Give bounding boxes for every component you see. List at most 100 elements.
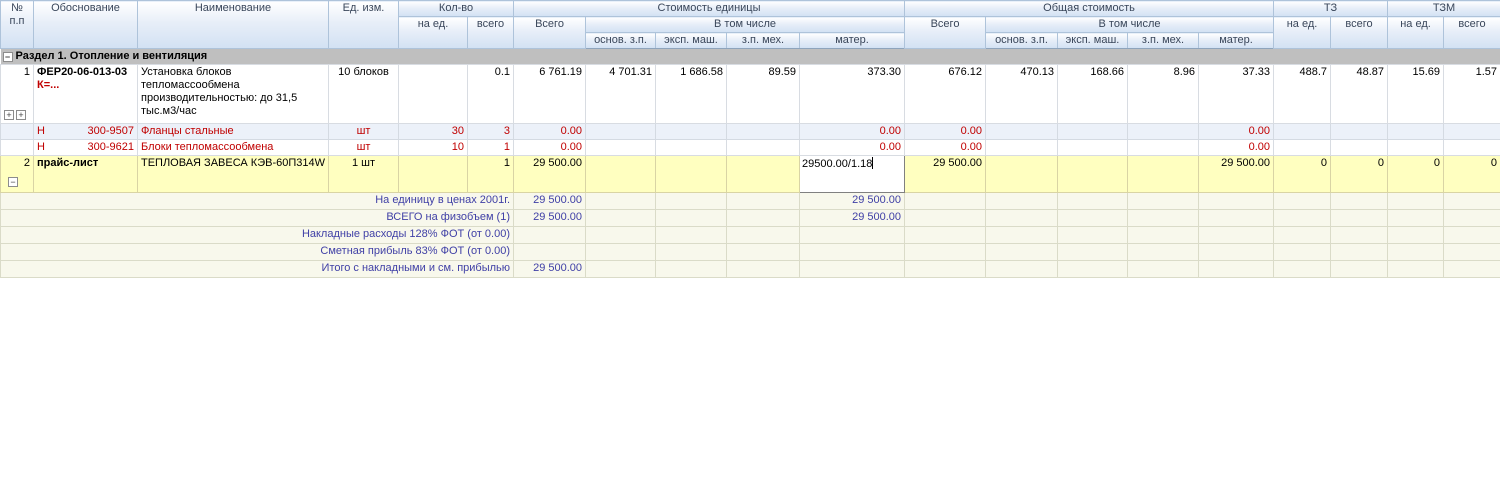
cell-tz-per-unit[interactable]: 488.7 — [1273, 64, 1332, 124]
cell-unit-total[interactable]: 29 500.00 — [513, 260, 587, 278]
cell-tz-per-unit[interactable] — [1273, 260, 1332, 278]
cell-overall-materials[interactable]: 37.33 — [1198, 64, 1275, 124]
cell-overall-machine[interactable] — [1057, 155, 1129, 193]
cell-overall-mech-wage[interactable] — [1127, 260, 1200, 278]
cell-unit-base-wage[interactable] — [585, 123, 657, 140]
cell-overall-total[interactable]: 0.00 — [904, 139, 987, 156]
collapse-icon[interactable]: − — [8, 177, 18, 187]
summary-row[interactable]: Накладные расходы 128% ФОТ (от 0.00) — [0, 226, 1500, 244]
cell-tzm-total[interactable] — [1443, 226, 1500, 244]
cell-overall-machine[interactable] — [1057, 139, 1129, 156]
cell-qty-per-unit[interactable] — [398, 64, 468, 124]
cell-tz-per-unit[interactable] — [1273, 209, 1332, 227]
cell-overall-mech-wage[interactable] — [1127, 243, 1200, 261]
cell-unit-total[interactable] — [513, 226, 587, 244]
cell-tzm-per-unit[interactable] — [1387, 260, 1445, 278]
cell-unit-mech-wage[interactable] — [726, 243, 801, 261]
cell-unit[interactable]: 10 блоков — [328, 64, 399, 124]
cell-tz-total[interactable] — [1330, 139, 1389, 156]
item-row-2-selected[interactable]: 2 − прайс-лист ТЕПЛОВАЯ ЗАВЕСА КЭВ-60П31… — [0, 155, 1500, 193]
cell-unit-materials[interactable]: 373.30 — [799, 64, 906, 124]
cell-unit-machine[interactable] — [655, 192, 728, 210]
cell-unit[interactable]: шт — [328, 123, 399, 140]
cell-overall-total[interactable]: 29 500.00 — [904, 155, 987, 193]
cell-row-number[interactable]: 2 − — [0, 155, 34, 193]
cell-unit-mech-wage[interactable] — [726, 209, 801, 227]
cell-unit-total[interactable]: 0.00 — [513, 139, 587, 156]
cell-overall-materials[interactable] — [1198, 260, 1275, 278]
cell-name[interactable]: Фланцы стальные — [137, 123, 329, 140]
cell-overall-machine[interactable] — [1057, 243, 1129, 261]
cell-unit-total[interactable]: 0.00 — [513, 123, 587, 140]
cell-overall-base-wage[interactable] — [985, 260, 1059, 278]
item-row-1[interactable]: 1 + + ФЕР20-06-013-03 К=... Установка бл… — [0, 64, 1500, 124]
cell-tz-total[interactable] — [1330, 226, 1389, 244]
cell-tz-total[interactable] — [1330, 123, 1389, 140]
cell-unit[interactable]: 1 шт — [328, 155, 399, 193]
resource-row-1[interactable]: Н 300-9507 Фланцы стальные шт 30 3 0.00 … — [0, 123, 1500, 140]
cell-overall-total[interactable]: 0.00 — [904, 123, 987, 140]
cell-tzm-per-unit[interactable] — [1387, 226, 1445, 244]
cell-tzm-per-unit[interactable] — [1387, 209, 1445, 227]
cell-tz-per-unit[interactable] — [1273, 139, 1332, 156]
cell-overall-machine[interactable] — [1057, 260, 1129, 278]
cell-tzm-per-unit[interactable] — [1387, 139, 1445, 156]
cell-overall-total[interactable] — [904, 226, 987, 244]
cell-unit-machine[interactable] — [655, 260, 728, 278]
expand-icon[interactable]: + — [4, 110, 14, 120]
cell-tzm-per-unit[interactable]: 0 — [1387, 155, 1445, 193]
cell-overall-base-wage[interactable] — [985, 209, 1059, 227]
cell-tzm-total[interactable] — [1443, 139, 1500, 156]
cell-name[interactable]: Блоки тепломассообмена — [137, 139, 329, 156]
cell-unit-base-wage[interactable] — [585, 260, 657, 278]
cell-tz-per-unit[interactable] — [1273, 192, 1332, 210]
cell-tzm-total[interactable] — [1443, 260, 1500, 278]
cell-overall-machine[interactable] — [1057, 209, 1129, 227]
cell-overall-mech-wage[interactable]: 8.96 — [1127, 64, 1200, 124]
cell-qty-total[interactable]: 1 — [466, 155, 515, 193]
cell-qty-total[interactable]: 0.1 — [466, 64, 515, 124]
cell-overall-materials[interactable] — [1198, 192, 1275, 210]
cell-unit-total[interactable]: 29 500.00 — [513, 209, 587, 227]
cell-overall-total[interactable]: 676.12 — [904, 64, 987, 124]
cell-overall-machine[interactable]: 168.66 — [1057, 64, 1129, 124]
cell-tzm-total[interactable] — [1443, 243, 1500, 261]
summary-row-total[interactable]: Итого с накладными и см. прибылью 29 500… — [0, 260, 1500, 278]
cell-tz-total[interactable] — [1330, 260, 1389, 278]
resource-row-2[interactable]: Н 300-9621 Блоки тепломассообмена шт 10 … — [0, 139, 1500, 156]
cell-unit-mech-wage[interactable]: 89.59 — [726, 64, 801, 124]
cell-overall-mech-wage[interactable] — [1127, 209, 1200, 227]
summary-row[interactable]: На единицу в ценах 2001г. 29 500.00 29 5… — [0, 192, 1500, 210]
cell-overall-base-wage[interactable] — [985, 155, 1059, 193]
cell-overall-base-wage[interactable] — [985, 139, 1059, 156]
materials-edit-cell[interactable]: 29500.00/1.18 — [799, 155, 906, 193]
cell-unit-base-wage[interactable] — [585, 243, 657, 261]
cell-tz-total[interactable]: 0 — [1330, 155, 1389, 193]
cell-overall-materials[interactable]: 29 500.00 — [1198, 155, 1275, 193]
cell-overall-materials[interactable]: 0.00 — [1198, 139, 1275, 156]
cell-overall-total[interactable] — [904, 260, 987, 278]
cell-unit[interactable]: шт — [328, 139, 399, 156]
cell-tz-per-unit[interactable] — [1273, 226, 1332, 244]
cell-tzm-per-unit[interactable] — [1387, 192, 1445, 210]
cell-tz-total[interactable] — [1330, 243, 1389, 261]
cell-qty-per-unit[interactable] — [398, 155, 468, 193]
cell-overall-base-wage[interactable] — [985, 192, 1059, 210]
cell-unit-machine[interactable] — [655, 123, 728, 140]
cell-overall-materials[interactable]: 0.00 — [1198, 123, 1275, 140]
cell-tz-total[interactable] — [1330, 192, 1389, 210]
cell-overall-machine[interactable] — [1057, 226, 1129, 244]
cell-unit-base-wage[interactable] — [585, 139, 657, 156]
cell-unit-base-wage[interactable] — [585, 226, 657, 244]
cell-unit-base-wage[interactable] — [585, 209, 657, 227]
cell-overall-base-wage[interactable] — [985, 123, 1059, 140]
section-row[interactable]: − Раздел 1. Отопление и вентиляция — [0, 48, 1500, 65]
cell-tz-total[interactable] — [1330, 209, 1389, 227]
expand-icon[interactable]: + — [16, 110, 26, 120]
cell-overall-base-wage[interactable] — [985, 226, 1059, 244]
cell-unit-materials[interactable] — [799, 243, 906, 261]
cell-unit-machine[interactable] — [655, 209, 728, 227]
cell-unit-materials[interactable] — [799, 226, 906, 244]
cell-unit-mech-wage[interactable] — [726, 192, 801, 210]
cell-unit-machine[interactable] — [655, 139, 728, 156]
